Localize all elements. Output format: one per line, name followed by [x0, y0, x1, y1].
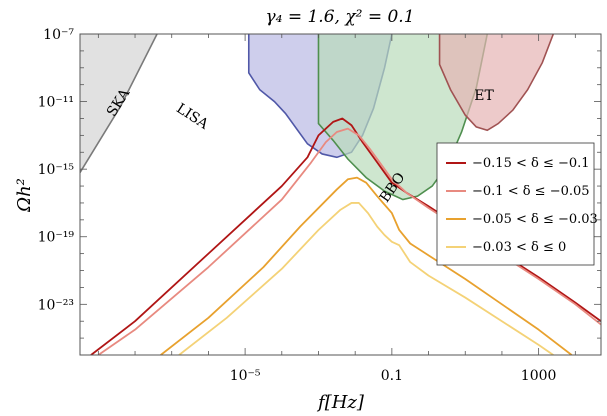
legend-label-4: −0.03 < δ ≤ 0 — [472, 240, 566, 255]
detector-curve-bbo — [317, 34, 489, 201]
x-axis-label: f[Hz] — [316, 392, 365, 413]
detector-region-ska — [80, 34, 158, 173]
plot-frame — [79, 33, 602, 356]
y-tick-label: 10⁻¹⁵ — [38, 162, 75, 178]
detector-region-et — [439, 34, 554, 131]
detector-label-lisa: LISA — [173, 101, 211, 134]
x-tick-label: 10⁻⁵ — [230, 368, 261, 384]
y-tick-label: 10⁻¹¹ — [38, 95, 74, 111]
y-tick-label: 10⁻¹⁹ — [38, 230, 75, 246]
chart-title: γ₄ = 1.6, χ² = 0.1 — [265, 7, 414, 27]
x-tick-label: 1000 — [521, 368, 557, 384]
series-lines — [90, 117, 601, 355]
y-tick-label: 10⁻²³ — [38, 297, 74, 313]
legend-label-1: −0.15 < δ ≤ −0.1 — [472, 156, 590, 171]
series-line-4 — [178, 202, 554, 355]
y-tick-label: 10⁻⁷ — [43, 27, 74, 43]
x-tick-label: 0.1 — [381, 368, 403, 384]
y-axis-label: Ωh² — [14, 178, 35, 213]
detector-label-et: ET — [474, 88, 494, 104]
x-axis-ticks: 10⁻⁵ 0.1 1000 — [97, 34, 576, 384]
legend-label-2: −0.1 < δ ≤ −0.05 — [472, 184, 590, 199]
detector-curve-et — [438, 34, 555, 132]
legend: −0.15 < δ ≤ −0.1 −0.1 < δ ≤ −0.05 −0.05 < … — [436, 142, 598, 266]
detector-curve-ska — [80, 34, 158, 173]
legend-label-3: −0.05 < δ ≤ −0.03 — [472, 212, 598, 227]
y-axis-ticks: 10⁻⁷ 10⁻¹¹ 10⁻¹⁵ 10⁻¹⁹ 10⁻²³ — [38, 27, 601, 356]
series-line-3 — [160, 176, 573, 355]
